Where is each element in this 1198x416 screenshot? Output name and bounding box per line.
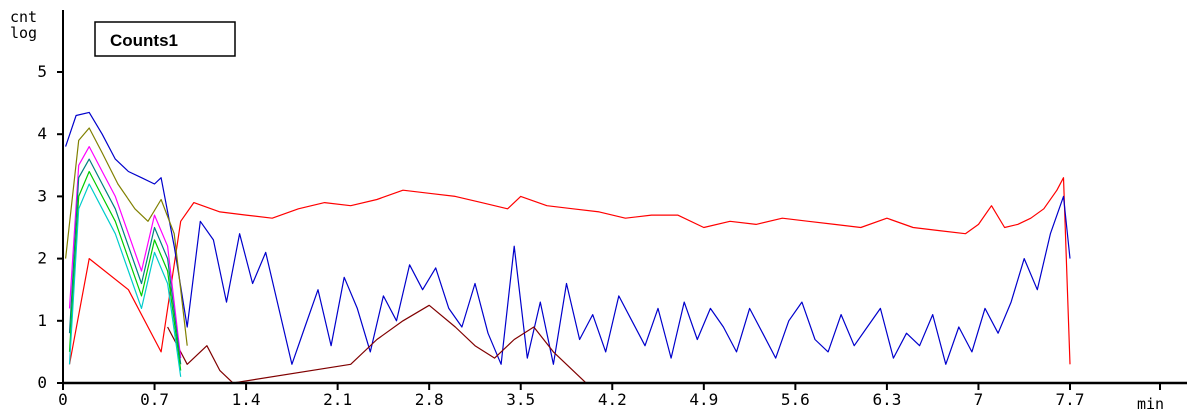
series-line-4 [68, 146, 182, 359]
y-tick-label-1: 1 [37, 311, 47, 330]
x-tick-label-6: 4.2 [598, 390, 627, 409]
y-tick-label-3: 3 [37, 186, 47, 205]
series-line-0 [68, 177, 1071, 365]
x-tick-label-8: 5.6 [781, 390, 810, 409]
y-tick-label-4: 4 [37, 124, 47, 143]
x-tick-label-7: 4.9 [689, 390, 718, 409]
y-axis-label-line2: log [10, 24, 37, 42]
series-line-6 [68, 170, 182, 371]
x-tick-label-4: 2.8 [415, 390, 444, 409]
series-line-3 [65, 127, 188, 346]
legend: Counts1 [94, 21, 236, 57]
series-line-2 [167, 304, 587, 384]
series-line-7 [68, 183, 182, 377]
x-axis-label: min [1137, 395, 1164, 413]
series-line-5 [68, 158, 182, 365]
x-tick-label-10: 7 [974, 390, 984, 409]
y-tick-label-5: 5 [37, 62, 47, 81]
series-layer [65, 111, 1071, 384]
x-tick-label-11: 7.7 [1056, 390, 1085, 409]
axes-layer: 0 1 2 3 4 5 0 0.7 1.4 2.1 2.8 3.5 4.2 4.9 5.6 6.3 7 7.7 [37, 10, 1187, 409]
y-tick-label-2: 2 [37, 249, 47, 268]
x-tick-label-2: 1.4 [232, 390, 261, 409]
y-axis-label-line1: cnt [10, 8, 37, 26]
series-line-1 [65, 111, 1071, 365]
legend-label: Counts1 [110, 31, 178, 50]
x-tick-label-1: 0.7 [140, 390, 169, 409]
x-tick-label-5: 3.5 [506, 390, 535, 409]
legend-box [94, 21, 236, 57]
y-tick-label-0: 0 [37, 373, 47, 392]
x-tick-label-9: 6.3 [872, 390, 901, 409]
x-tick-label-3: 2.1 [323, 390, 352, 409]
x-tick-label-0: 0 [58, 390, 68, 409]
